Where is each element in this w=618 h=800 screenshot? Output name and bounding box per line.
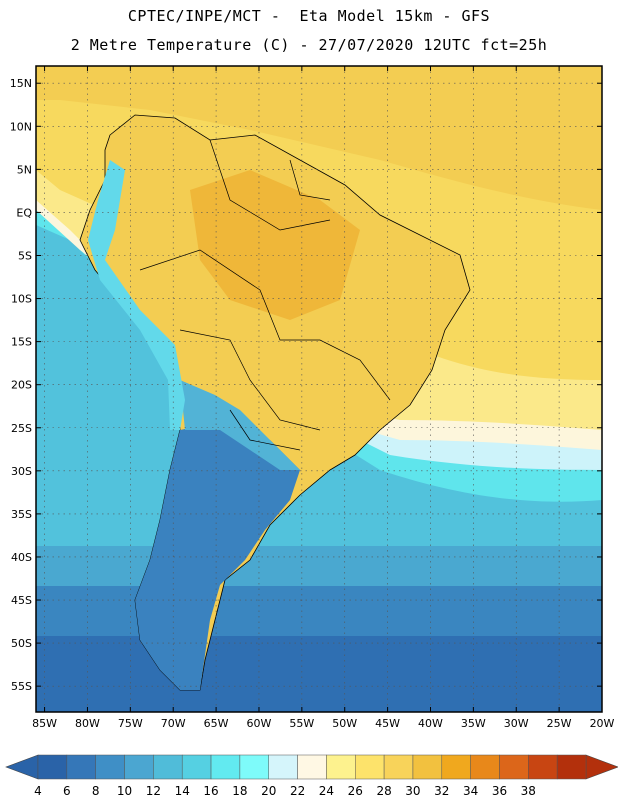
lon-tick-label: 55W (289, 717, 314, 730)
lat-tick-label: 55S (11, 680, 32, 693)
lon-tick-label: 65W (204, 717, 229, 730)
chart-title-line-2: 2 Metre Temperature (C) - 27/07/2020 12U… (70, 36, 548, 54)
colorbar-swatch (239, 754, 269, 780)
longitude-axis: 85W 80W 75W 70W 65W 60W 55W 50W 45W 40W 35W 30W 25W 2… (32, 66, 615, 730)
colorbar-swatch (412, 754, 443, 780)
lat-tick-label: 15N (10, 77, 32, 90)
colorbar-label: 20 (261, 784, 276, 798)
colorbar-swatch (181, 754, 212, 780)
lat-tick-label: 45S (11, 594, 32, 607)
lon-tick-label: 35W (461, 717, 486, 730)
lat-tick-label: 10S (11, 293, 32, 306)
colorbar-swatch (268, 754, 298, 780)
lat-tick-label: 10N (10, 120, 32, 133)
lon-tick-label: 45W (375, 717, 400, 730)
lon-tick-label: 50W (332, 717, 357, 730)
lat-tick-label: 20S (11, 379, 32, 392)
colorbar-swatch (210, 754, 241, 780)
ocean-band-26 (36, 66, 602, 210)
lon-tick-label: 20W (590, 717, 615, 730)
lat-tick-label: 30S (11, 465, 32, 478)
colorbar-swatch (355, 754, 385, 780)
colorbar-over-arrow (585, 754, 618, 780)
colorbar-label: 32 (434, 784, 449, 798)
colorbar-swatch (441, 754, 471, 780)
colorbar-label: 30 (405, 784, 420, 798)
colorbar-label: 16 (203, 784, 218, 798)
colorbar-label: 14 (175, 784, 190, 798)
colorbar-swatch (95, 754, 125, 780)
colorbar-swatch (499, 754, 529, 780)
lat-tick-label: EQ (16, 206, 32, 219)
colorbar-label: 24 (319, 784, 334, 798)
colorbar-label: 36 (492, 784, 507, 798)
andes-cool-strip (88, 160, 185, 430)
colorbar-swatch (124, 754, 154, 780)
lon-tick-label: 80W (75, 717, 100, 730)
colorbar-swatch (153, 754, 183, 780)
map-frame (35, 65, 603, 713)
colorbar-label: 18 (232, 784, 247, 798)
patagonia-cold-zone (135, 420, 300, 690)
lat-tick-label: 5S (18, 249, 32, 262)
lat-tick-label: 35S (11, 508, 32, 521)
colorbar-label: 6 (63, 784, 71, 798)
colorbar-swatch (66, 754, 96, 780)
lat-tick-label: 40S (11, 551, 32, 564)
colorbar-swatch (326, 754, 356, 780)
colorbar-label: 8 (92, 784, 100, 798)
lat-tick-label: 50S (11, 637, 32, 650)
colorbar-swatch (297, 754, 327, 780)
lon-tick-label: 25W (547, 717, 572, 730)
colorbar-swatch (470, 754, 500, 780)
colorbar: 4 6 8 10 12 14 16 18 20 22 24 26 28 30 32 34 36 38 (5, 754, 618, 798)
colorbar-label: 22 (290, 784, 305, 798)
colorbar-under-arrow (5, 754, 39, 780)
colorbar-label: 38 (521, 784, 536, 798)
lon-tick-label: 70W (161, 717, 186, 730)
lon-tick-label: 75W (118, 717, 143, 730)
lon-tick-label: 40W (418, 717, 443, 730)
colorbar-label: 34 (463, 784, 478, 798)
colorbar-swatch (37, 754, 68, 780)
colorbar-label: 10 (117, 784, 132, 798)
lat-tick-label: 25S (11, 422, 32, 435)
graticule (36, 66, 603, 712)
colorbar-label: 4 (34, 784, 42, 798)
lon-tick-label: 30W (504, 717, 529, 730)
colorbar-label: 28 (376, 784, 391, 798)
temperature-field (36, 66, 602, 712)
colorbar-label: 26 (348, 784, 363, 798)
latitude-axis: 15N 10N 5N EQ 5S 10S 15S 20S 25S 30S 35S 40S 45S 50S 5… (10, 77, 602, 693)
lon-tick-label: 60W (247, 717, 272, 730)
colorbar-swatch (556, 754, 587, 780)
lon-tick-label: 85W (32, 717, 57, 730)
lat-tick-label: 5N (17, 163, 32, 176)
colorbar-swatch (528, 754, 558, 780)
lat-tick-label: 15S (11, 336, 32, 349)
colorbar-swatch (383, 754, 414, 780)
amazon-hot-zone (190, 170, 360, 320)
chart-title-line-1: CPTEC/INPE/MCT - Eta Model 15km - GFS (127, 7, 491, 25)
colorbar-label: 12 (146, 784, 161, 798)
country-borders (139, 139, 391, 451)
